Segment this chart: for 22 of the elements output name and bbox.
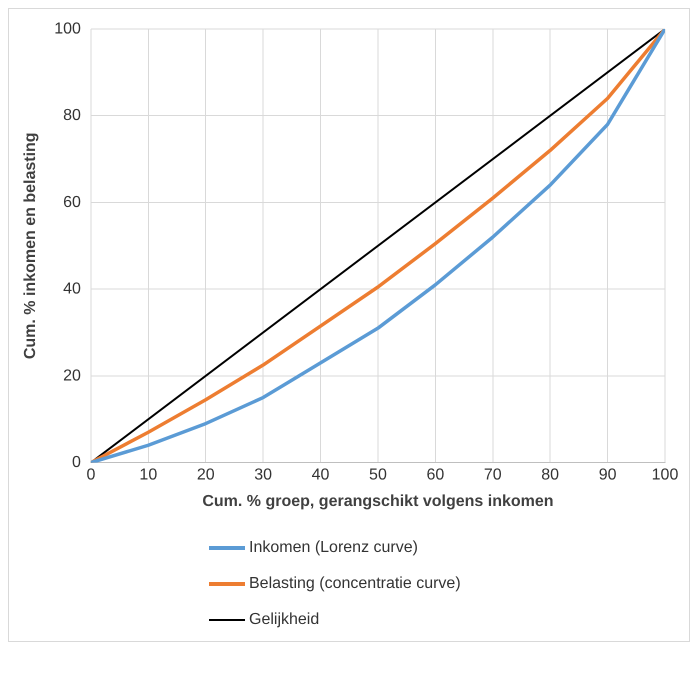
x-tick-label: 20 bbox=[196, 466, 215, 484]
y-tick-label: 80 bbox=[63, 107, 81, 124]
x-tick-label: 90 bbox=[598, 466, 617, 484]
x-tick-label: 50 bbox=[369, 466, 387, 484]
y-tick-label: 100 bbox=[54, 20, 81, 38]
y-tick-label: 60 bbox=[63, 194, 81, 211]
y-tick-label: 40 bbox=[63, 280, 81, 298]
x-tick-label: 10 bbox=[139, 466, 158, 484]
x-tick-label: 0 bbox=[86, 466, 96, 484]
y-tick-label: 0 bbox=[72, 454, 81, 472]
legend-label: Inkomen (Lorenz curve) bbox=[249, 539, 418, 557]
legend-label: Gelijkheid bbox=[249, 611, 320, 629]
x-tick-label: 40 bbox=[312, 466, 330, 484]
x-tick-label: 30 bbox=[254, 466, 272, 484]
legend-label: Belasting (concentratie curve) bbox=[249, 575, 461, 593]
x-tick-label: 100 bbox=[652, 466, 678, 484]
x-tick-label: 60 bbox=[426, 466, 444, 484]
x-axis-title: Cum. % groep, gerangschikt volgens inkomen bbox=[202, 492, 554, 510]
x-tick-label: 70 bbox=[484, 466, 502, 484]
x-tick-label: 80 bbox=[541, 466, 560, 484]
y-axis-title: Cum. % inkomen en belasting bbox=[22, 132, 40, 360]
y-tick-label: 20 bbox=[63, 367, 81, 384]
